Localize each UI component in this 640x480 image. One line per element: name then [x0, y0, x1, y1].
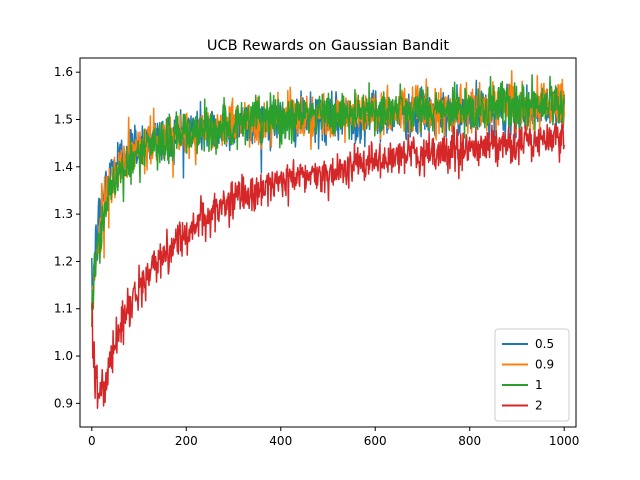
y-axis: 0.9 1.0 1.1 1.2 1.3 1.4 1.5 1.6: [54, 65, 80, 410]
legend: 0.5 0.9 1 2: [494, 328, 570, 422]
x-tick-label: 200: [175, 434, 198, 448]
legend-label: 2: [535, 399, 543, 413]
legend-box: [494, 328, 570, 422]
chart-title: UCB Rewards on Gaussian Bandit: [207, 38, 450, 54]
legend-label: 0.5: [535, 337, 554, 351]
series-line-2: [91, 122, 565, 410]
y-tick-label: 1.0: [54, 349, 73, 363]
x-tick-label: 0: [88, 434, 96, 448]
legend-label: 0.9: [535, 358, 554, 372]
legend-label: 1: [535, 378, 543, 392]
y-tick-label: 0.9: [54, 396, 73, 410]
series-group: [91, 70, 565, 410]
x-tick-label: 600: [364, 434, 387, 448]
y-tick-label: 1.5: [54, 113, 73, 127]
series-line-1: [91, 74, 565, 327]
y-tick-label: 1.2: [54, 254, 73, 268]
axes-frame: [79, 57, 577, 428]
y-tick-label: 1.3: [54, 207, 73, 221]
x-tick-label: 1000: [549, 434, 580, 448]
x-axis: 0 200 400 600 800 1000: [88, 427, 579, 448]
y-tick-label: 1.1: [54, 302, 73, 316]
x-tick-label: 400: [269, 434, 292, 448]
x-tick-label: 800: [458, 434, 481, 448]
y-tick-label: 1.4: [54, 160, 73, 174]
y-tick-label: 1.6: [54, 65, 73, 79]
plot-area: [79, 57, 577, 428]
